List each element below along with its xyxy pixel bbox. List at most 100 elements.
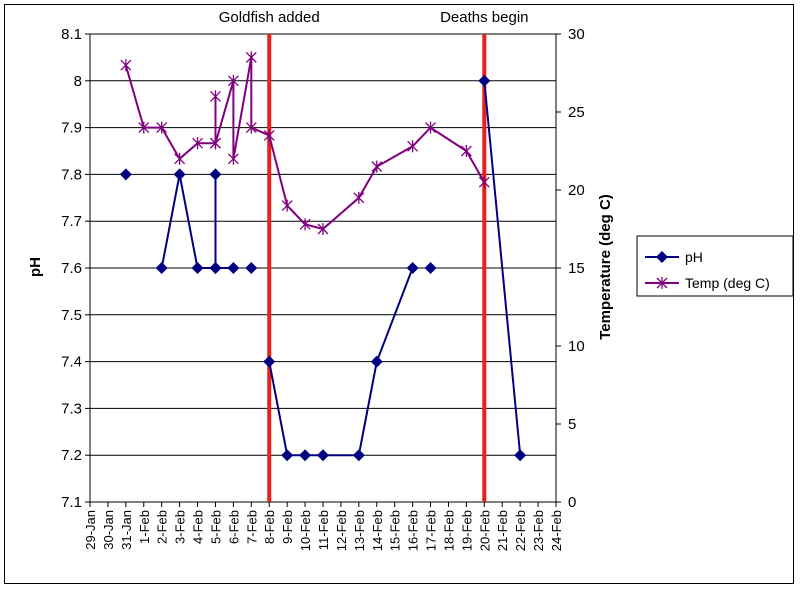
y2-tick-label: 15	[568, 260, 585, 277]
x-tick-label: 9-Feb	[280, 510, 295, 544]
y2-tick-label: 30	[568, 26, 585, 43]
x-tick-label: 6-Feb	[226, 510, 241, 544]
event-lines	[267, 34, 487, 502]
temp-point	[407, 140, 419, 153]
x-tick-label: 24-Feb	[549, 510, 564, 551]
temp-point	[120, 59, 132, 72]
legend-marker-ph	[656, 251, 668, 263]
legend-box	[636, 235, 794, 297]
y2-tick-label: 0	[568, 494, 576, 511]
temp-point	[460, 145, 472, 157]
y-tick-label: 7.1	[61, 494, 82, 511]
event-labels: Goldfish added Deaths begin	[219, 9, 529, 26]
y2-tick-label: 25	[568, 104, 585, 121]
legend-label-ph: pH	[685, 249, 703, 265]
x-tick-label: 10-Feb	[298, 510, 313, 551]
x-tick-label: 22-Feb	[513, 510, 528, 551]
event-label: Deaths begin	[440, 9, 528, 26]
y-tick-label: 7.4	[61, 354, 82, 371]
x-tick-label: 19-Feb	[459, 510, 474, 551]
ph-point	[119, 168, 132, 181]
x-tick-label: 4-Feb	[191, 510, 206, 544]
y-tick-label: 7.2	[61, 447, 82, 464]
legend-label-temp: Temp (deg C)	[685, 275, 770, 291]
ph-point	[478, 74, 491, 87]
x-tick-label: 14-Feb	[370, 510, 385, 551]
temp-point	[174, 152, 186, 165]
temp-point	[227, 152, 239, 165]
ph-point	[406, 262, 419, 274]
ph-point	[370, 355, 383, 368]
y2-axis-label: Temperature (deg C)	[597, 194, 614, 340]
x-tick-label: 17-Feb	[424, 510, 439, 551]
series-layer	[119, 51, 527, 462]
x-tick-label: 18-Feb	[441, 510, 456, 551]
temp-point	[210, 90, 221, 103]
ph-series-line	[483, 80, 522, 456]
temp-point	[317, 223, 329, 235]
x-tick-label: 29-Jan	[83, 510, 98, 550]
temp-point	[353, 191, 365, 204]
x-tick-label: 21-Feb	[495, 510, 510, 551]
temp-point	[263, 129, 275, 142]
temp-point	[425, 121, 436, 134]
ph-point	[317, 449, 329, 462]
y-tick-label: 7.8	[61, 166, 82, 183]
y-tick-label: 7.5	[61, 307, 82, 324]
temp-point	[371, 160, 383, 173]
temp-point	[245, 121, 257, 134]
ph-point	[424, 262, 437, 274]
x-tick-label: 16-Feb	[406, 510, 421, 551]
x-tick-label: 12-Feb	[334, 510, 349, 551]
x-tick-label: 2-Feb	[155, 510, 170, 544]
x-tick-label: 11-Feb	[316, 510, 331, 550]
temp-point	[156, 121, 168, 134]
y-tick-label: 7.9	[61, 120, 82, 137]
y-tick-label: 8.1	[61, 26, 82, 43]
x-tick-label: 5-Feb	[208, 510, 223, 544]
x-tick-label: 8-Feb	[262, 510, 277, 544]
ph-point	[227, 262, 240, 274]
x-tick-label: 1-Feb	[137, 510, 152, 544]
x-tick-label: 31-Jan	[119, 510, 134, 550]
x-tick-label: 13-Feb	[352, 510, 367, 551]
axes: 7.1 7.2 7.3 7.4 7.5 7.6 7.7 7.8 7.9 8 8.1 0 5 10 15 20 2…	[61, 26, 585, 551]
temp-point	[227, 74, 239, 87]
ph-point	[155, 262, 168, 274]
x-tick-label: 20-Feb	[477, 510, 492, 551]
y-tick-label: 7.6	[61, 260, 82, 277]
ph-point	[209, 262, 222, 274]
ph-point	[299, 449, 312, 462]
ph-point	[245, 262, 258, 274]
legend-marker-temp	[656, 277, 668, 289]
x-tick-label: 3-Feb	[173, 510, 188, 544]
ph-point	[209, 168, 222, 181]
y2-tick-label: 20	[568, 182, 585, 199]
y2-tick-label: 10	[568, 338, 585, 355]
legend-asterisk	[656, 277, 668, 289]
y-tick-label: 7.3	[61, 400, 82, 417]
temp-series-line	[124, 57, 486, 231]
y-tick-label: 7.7	[61, 213, 82, 230]
x-tick-label: 23-Feb	[531, 510, 546, 551]
ph-point	[191, 262, 204, 274]
x-tick-label: 15-Feb	[388, 510, 403, 551]
temp-point	[245, 51, 257, 64]
temp-point	[138, 121, 150, 134]
y-tick-label: 8	[74, 73, 82, 90]
temp-point	[478, 176, 490, 189]
x-tick-label: 7-Feb	[244, 510, 259, 544]
legend: pH Temp (deg C)	[636, 235, 794, 297]
ph-point	[281, 449, 294, 462]
x-tick-label: 30-Jan	[101, 510, 116, 550]
y-axis-label: pH	[27, 257, 44, 277]
temp-point	[281, 199, 293, 212]
event-label: Goldfish added	[219, 9, 320, 26]
ph-point	[352, 449, 365, 462]
ph-point	[263, 355, 276, 368]
temp-point	[210, 137, 221, 150]
y2-tick-label: 5	[568, 416, 576, 433]
ph-point	[514, 449, 527, 462]
temp-point	[299, 218, 311, 231]
